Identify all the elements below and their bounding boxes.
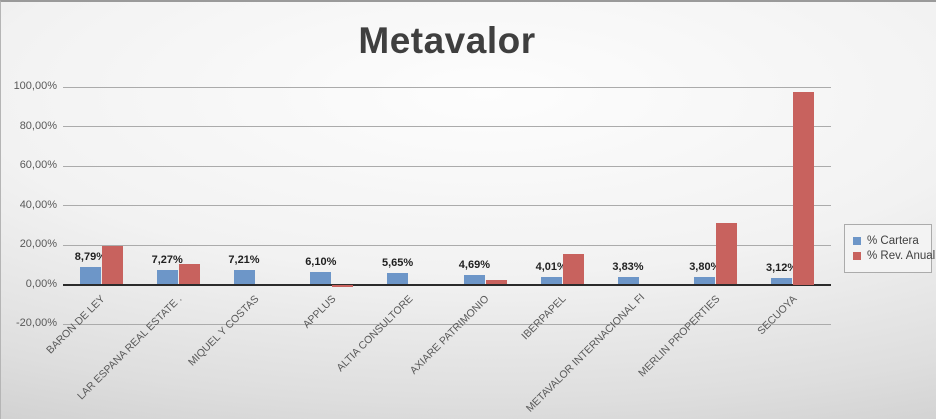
bar-rev-anual[interactable]: [793, 91, 815, 285]
data-label: 7,21%: [228, 254, 260, 267]
bar-cartera[interactable]: [463, 275, 485, 285]
legend-item-label: % Cartera: [867, 235, 919, 247]
y-tick-label: 0,00%: [25, 277, 57, 290]
bar-rev-anual[interactable]: [178, 264, 200, 285]
x-axis-line: [63, 283, 831, 286]
legend-item-label: % Rev. Anual: [867, 250, 936, 262]
gridline: [63, 323, 831, 325]
bar-cartera[interactable]: [387, 273, 409, 285]
data-label: 8,79%: [74, 251, 106, 264]
bar-rev-anual[interactable]: [485, 279, 507, 285]
plot-area: 8,79% 7,27% 7,21% 6,10% 5,65% 4,69% 4,01% 3,83%…: [63, 86, 831, 325]
y-tick-label: 60,00%: [19, 159, 57, 171]
bar-cartera[interactable]: [540, 276, 562, 285]
bar-rev-anual[interactable]: [562, 254, 584, 285]
legend-item[interactable]: % Rev. Anual: [853, 250, 935, 262]
data-label: 3,83%: [612, 260, 644, 273]
bar-cartera[interactable]: [156, 270, 178, 285]
bar-rev-anual[interactable]: [101, 245, 123, 285]
x-category-label: BARON DE LEY: [44, 292, 108, 356]
gridline: [63, 205, 831, 206]
y-tick-label: -20,00%: [16, 317, 57, 329]
data-label: 4,01%: [535, 260, 567, 273]
y-tick-label: 20,00%: [19, 238, 57, 250]
y-tick-label: 80,00%: [19, 119, 57, 132]
bar-cartera[interactable]: [771, 278, 793, 285]
bar-cartera[interactable]: [617, 276, 639, 285]
bar-rev-anual[interactable]: [716, 223, 738, 285]
data-label: 3,80%: [689, 260, 721, 273]
data-label: 4,69%: [458, 259, 490, 272]
gridline: [63, 165, 831, 167]
bar-rev-anual[interactable]: [332, 284, 354, 288]
data-label: 6,10%: [305, 256, 337, 269]
bar-cartera[interactable]: [233, 270, 255, 285]
data-label: 3,12%: [765, 262, 798, 275]
y-tick-label: 100,00%: [13, 80, 57, 92]
gridline: [63, 244, 831, 246]
legend-item[interactable]: % Cartera: [853, 235, 923, 247]
legend-swatch-icon: [853, 237, 861, 245]
y-tick-label: 40,00%: [19, 198, 57, 211]
bar-cartera[interactable]: [79, 267, 101, 285]
gridline: [63, 126, 831, 127]
bar-cartera[interactable]: [694, 276, 716, 285]
bar-cartera[interactable]: [310, 272, 332, 285]
legend[interactable]: % Cartera % Rev. Anual: [844, 224, 935, 273]
gridline: [63, 86, 831, 88]
legend-swatch-icon: [853, 252, 861, 260]
data-label: 5,65%: [381, 257, 414, 270]
data-label: 7,27%: [151, 254, 183, 267]
chart-title: Metavalor: [358, 20, 536, 61]
